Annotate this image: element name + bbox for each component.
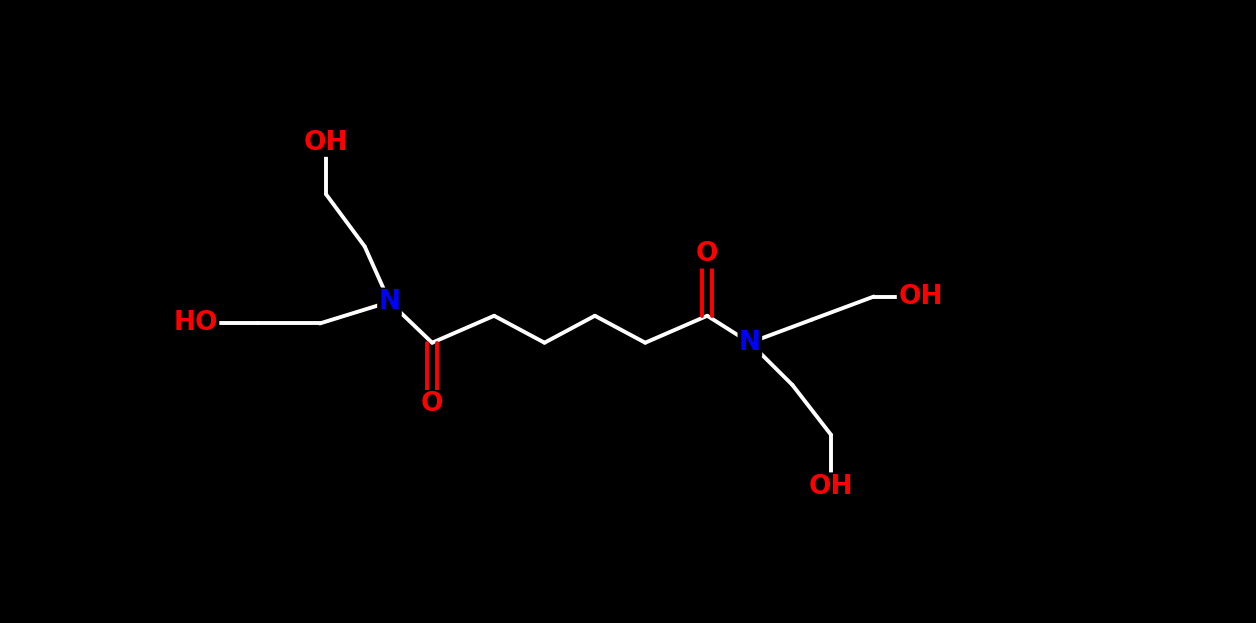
Text: N: N bbox=[739, 330, 761, 356]
Text: N: N bbox=[378, 289, 401, 315]
Text: OH: OH bbox=[304, 130, 348, 156]
Text: OH: OH bbox=[809, 473, 854, 500]
Text: HO: HO bbox=[173, 310, 219, 336]
Text: OH: OH bbox=[898, 283, 942, 310]
Text: O: O bbox=[421, 391, 443, 417]
Text: O: O bbox=[696, 241, 718, 267]
